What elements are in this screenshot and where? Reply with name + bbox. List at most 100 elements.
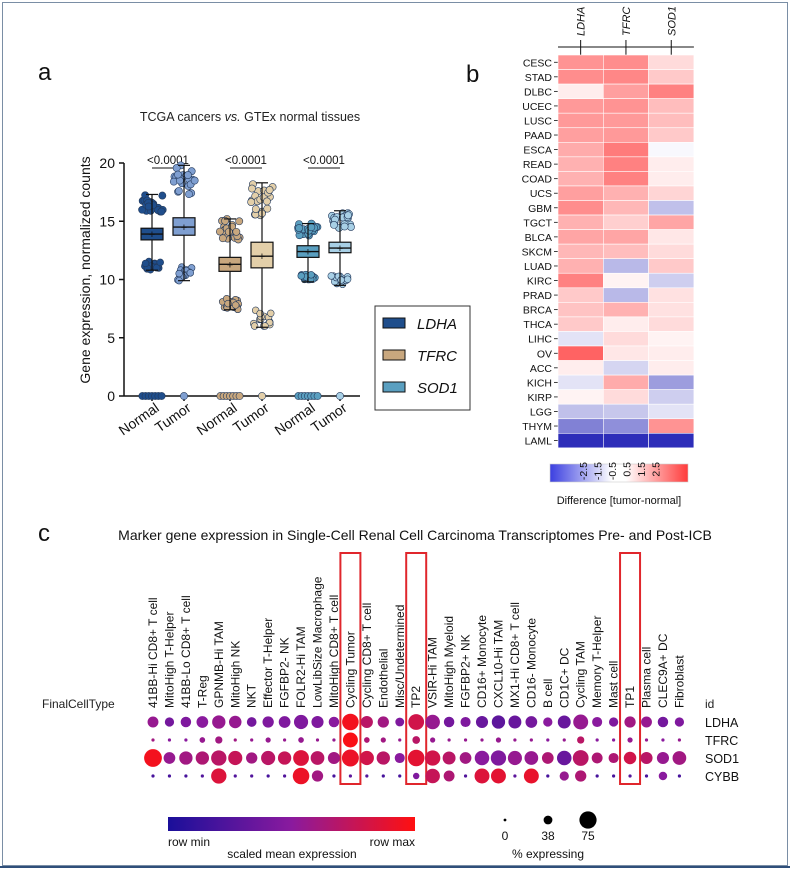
- expression-dot: [573, 714, 589, 730]
- y-tick-label: 5: [107, 330, 115, 346]
- cell-type-label: CD16- Monocyte: [524, 618, 538, 708]
- cell-type-label: FOLR2-Hi TAM: [294, 626, 308, 708]
- cell-type-label: VSIR-Hi TAM: [426, 637, 440, 708]
- expression-dot: [196, 716, 209, 728]
- heatmap-cell: [648, 69, 695, 85]
- cell-type-label: TP1: [623, 686, 637, 708]
- outlier-point: [141, 259, 150, 268]
- gene-label-cybb: CYBB: [705, 770, 739, 784]
- final-cell-type-header: FinalCellType: [42, 697, 115, 711]
- heatmap-cell: [648, 83, 695, 99]
- panel-label-c: c: [38, 520, 50, 547]
- heatmap-cell: [557, 302, 604, 318]
- cell-type-label: FGFBP2+ NK: [459, 634, 473, 708]
- heatmap-cell: [648, 200, 695, 216]
- expression-dot: [167, 738, 172, 742]
- outlier-point: [247, 198, 256, 206]
- heatmap-cell: [648, 272, 695, 289]
- expression-dot: [211, 768, 227, 784]
- y-tick-label: 20: [99, 155, 115, 171]
- sod1-tumor-box: +: [327, 209, 355, 400]
- expression-dot: [474, 750, 490, 766]
- zero-point: [313, 392, 322, 400]
- expression-dot: [658, 771, 668, 781]
- heatmap-cell: [602, 229, 649, 245]
- expression-dot: [310, 751, 325, 765]
- size-legend-dot: [579, 811, 597, 829]
- heatmap-cell: [557, 331, 604, 347]
- expression-dot: [430, 737, 436, 743]
- heatmap-col-label-tfrc: TFRC: [621, 7, 633, 36]
- heatmap-row-label: KICH: [527, 377, 552, 389]
- heatmap-cell: [648, 156, 695, 172]
- expression-dot: [628, 774, 632, 778]
- expression-dot: [364, 737, 370, 743]
- heatmap-cell: [648, 171, 695, 187]
- outlier-point: [297, 272, 305, 280]
- heatmap-cell: [648, 229, 695, 245]
- expression-dot: [644, 738, 649, 742]
- heatmap-cell: [648, 243, 695, 259]
- cell-type-label: 41BB-Lo CD8+ T cell: [179, 595, 193, 708]
- expression-dot: [674, 717, 685, 727]
- y-tick-label: 0: [107, 388, 115, 404]
- cell-type-label: Memory T-Helper: [590, 616, 604, 708]
- gene-label-sod1: SOD1: [705, 752, 739, 766]
- outlier-point: [184, 171, 192, 179]
- size-legend-value: 75: [581, 829, 595, 843]
- cell-type-label: MitoHigh NK: [228, 641, 242, 708]
- cell-type-label: LowLibSize Macrophage: [311, 576, 325, 708]
- highlight-box: [405, 552, 428, 785]
- mean-marker: +: [181, 222, 187, 234]
- expression-dot: [311, 715, 324, 729]
- heatmap-cell: [602, 302, 649, 318]
- expression-dot: [525, 716, 538, 728]
- expression-dot: [524, 751, 539, 765]
- mean-marker: +: [227, 259, 233, 271]
- heatmap-cell: [602, 171, 649, 187]
- cell-type-label: MitoHigh CD8+ T cell: [327, 595, 341, 708]
- zero-points: [138, 392, 166, 400]
- heatmap-row-label: LGG: [530, 406, 552, 418]
- cell-type-label: Misc/Undetermined: [393, 605, 407, 708]
- cell-type-label: Endothelial: [376, 649, 390, 708]
- cell-type-label: Plasma cell: [640, 647, 654, 708]
- expression-dot: [459, 752, 472, 764]
- expression-dot: [394, 752, 405, 764]
- heatmap-cell: [602, 389, 649, 405]
- expression-dot: [184, 738, 188, 742]
- expression-dot: [233, 738, 237, 742]
- heatmap-cell: [602, 374, 649, 390]
- outlier-point: [224, 227, 233, 236]
- expression-dot: [180, 716, 192, 728]
- gene-label-ldha: LDHA: [705, 716, 739, 730]
- expression-dot: [359, 750, 374, 766]
- heatmap-row-label: LIHC: [528, 334, 552, 346]
- bottom-rule: [0, 866, 790, 868]
- expression-dot: [163, 752, 176, 764]
- legend-label-sod1: SOD1: [417, 380, 458, 397]
- tfrc-tumor-box: +: [247, 180, 277, 400]
- outlier-point: [263, 197, 271, 206]
- heatmap-row-label: KIRP: [527, 392, 552, 404]
- expression-dot: [147, 716, 159, 728]
- legend-label-ldha: LDHA: [417, 316, 457, 333]
- dotplot-legends: row min row max scaled mean expression 0…: [168, 811, 597, 861]
- expression-dot: [575, 770, 587, 782]
- expression-dot: [398, 774, 402, 778]
- expression-dot: [543, 717, 553, 727]
- heatmap-cell: [602, 316, 649, 332]
- expression-dot: [327, 751, 341, 765]
- heatmap-cell: [557, 316, 604, 332]
- zero-points: [294, 392, 322, 400]
- expression-dot: [627, 737, 633, 743]
- panel-c-dotplot: Marker gene expression in Single-Cell Re…: [42, 527, 739, 861]
- y-tick-label: 10: [99, 272, 115, 288]
- heatmap-cell: [648, 98, 695, 114]
- expression-dot: [672, 751, 687, 765]
- heatmap-cell: [648, 316, 695, 332]
- heatmap-cell: [557, 418, 604, 434]
- expression-dot: [283, 738, 287, 742]
- panel-a-boxes: + + + + + +: [138, 161, 355, 400]
